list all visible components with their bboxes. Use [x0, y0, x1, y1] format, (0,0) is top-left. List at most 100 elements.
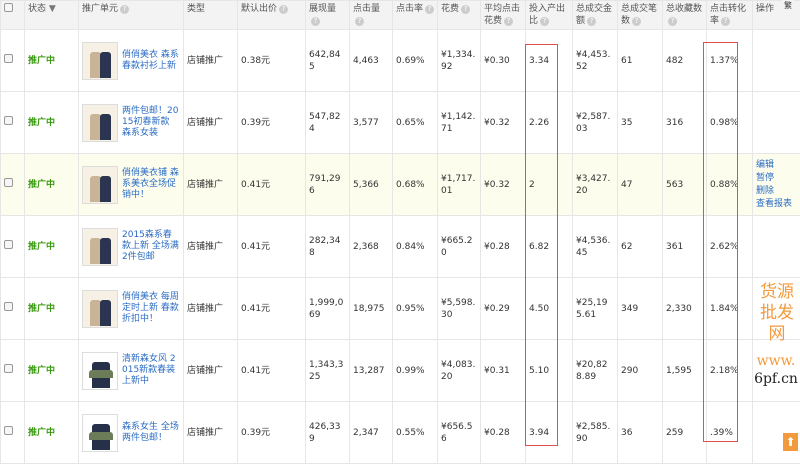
op-link[interactable]: 查看报表: [756, 198, 797, 211]
cell-cpc: ¥0.31: [481, 340, 526, 402]
unit-name-link[interactable]: 俏俏美衣 森系春款衬衫上新: [122, 50, 180, 72]
unit-name-link[interactable]: 两件包邮！2015初春新款 森系女装: [122, 106, 180, 139]
op-link[interactable]: 删除: [756, 185, 797, 198]
product-thumbnail[interactable]: [82, 290, 118, 328]
cell-clicks: 13,287: [350, 340, 393, 402]
cell-cvr: .39%: [707, 402, 753, 464]
col-cost: 花费?: [438, 1, 481, 30]
cell-type: 店铺推广: [184, 340, 238, 402]
row-checkbox[interactable]: [4, 302, 13, 311]
op-link[interactable]: 暂停: [756, 172, 797, 185]
cell-favs: 1,595: [663, 340, 707, 402]
product-thumbnail[interactable]: [82, 166, 118, 204]
cell-orders: 61: [618, 30, 663, 92]
status-badge: 推广中: [28, 242, 55, 252]
help-icon[interactable]: ?: [721, 17, 730, 26]
cell-bid: 0.41元: [238, 216, 306, 278]
sort-down-icon[interactable]: ▼: [49, 4, 56, 14]
cell-type: 店铺推广: [184, 216, 238, 278]
cell-cpc: ¥0.29: [481, 278, 526, 340]
help-icon[interactable]: ?: [279, 5, 288, 14]
unit-name-link[interactable]: 清新森女风 2015新款春装上新中: [122, 354, 180, 387]
watermark-url: www.6pf.cn: [753, 352, 799, 388]
cell-cpc: ¥0.32: [481, 92, 526, 154]
cell-clicks: 3,577: [350, 92, 393, 154]
status-badge: 推广中: [28, 118, 55, 128]
help-icon[interactable]: ?: [355, 17, 364, 26]
op-link[interactable]: 编辑: [756, 159, 797, 172]
product-thumbnail[interactable]: [82, 228, 118, 266]
cell-ctr: 0.69%: [393, 30, 438, 92]
row-checkbox[interactable]: [4, 364, 13, 373]
col-gmv: 总成交金额?: [573, 1, 618, 30]
help-icon[interactable]: ?: [632, 17, 641, 26]
col-clicks: 点击量?: [350, 1, 393, 30]
cell-bid: 0.39元: [238, 92, 306, 154]
status-badge: 推广中: [28, 428, 55, 438]
help-icon[interactable]: ?: [120, 5, 129, 14]
cell-impressions: 1,999,069: [306, 278, 350, 340]
unit-name-link[interactable]: 俏俏美衣 每周定时上新 春款折扣中！: [122, 292, 180, 325]
help-icon[interactable]: ?: [461, 5, 470, 14]
col-status[interactable]: 状态 ▼: [25, 1, 79, 30]
col-cpc: 平均点击花费?: [481, 1, 526, 30]
cell-cpc: ¥0.30: [481, 30, 526, 92]
cell-clicks: 2,368: [350, 216, 393, 278]
help-icon[interactable]: ?: [587, 17, 596, 26]
cell-bid: 0.41元: [238, 340, 306, 402]
select-all-checkbox[interactable]: [4, 3, 13, 12]
unit-name-link[interactable]: 俏俏美衣铺 森系美衣全场促销中！: [122, 168, 180, 201]
cell-impressions: 426,339: [306, 402, 350, 464]
product-thumbnail[interactable]: [82, 414, 118, 452]
status-badge: 推广中: [28, 304, 55, 314]
help-icon[interactable]: ?: [504, 17, 513, 26]
row-checkbox[interactable]: [4, 178, 13, 187]
row-checkbox[interactable]: [4, 116, 13, 125]
cell-favs: 316: [663, 92, 707, 154]
col-bid: 默认出价?: [238, 1, 306, 30]
table-header: 状态 ▼ 推广单元? 类型 默认出价? 展现量? 点击量? 点击率? 花费? 平…: [1, 1, 800, 30]
cell-cvr: 2.18%: [707, 340, 753, 402]
row-checkbox[interactable]: [4, 426, 13, 435]
cell-impressions: 642,845: [306, 30, 350, 92]
cell-roi: 3.34: [526, 30, 573, 92]
help-icon[interactable]: ?: [311, 17, 320, 26]
help-icon[interactable]: ?: [668, 17, 677, 26]
cell-clicks: 18,975: [350, 278, 393, 340]
cell-roi: 3.94: [526, 402, 573, 464]
cell-impressions: 547,824: [306, 92, 350, 154]
cell-cvr: 1.84%: [707, 278, 753, 340]
back-to-top-button[interactable]: ⬆: [783, 433, 798, 451]
cell-gmv: ¥2,585.90: [573, 402, 618, 464]
cell-type: 店铺推广: [184, 402, 238, 464]
status-badge: 推广中: [28, 366, 55, 376]
unit-name-link[interactable]: 森系女生 全场两件包邮！: [122, 422, 180, 444]
cell-type: 店铺推广: [184, 154, 238, 216]
cell-roi: 2.26: [526, 92, 573, 154]
cell-gmv: ¥3,427.20: [573, 154, 618, 216]
cell-cost: ¥656.56: [438, 402, 481, 464]
row-checkbox[interactable]: [4, 54, 13, 63]
cell-cvr: 1.37%: [707, 30, 753, 92]
help-icon[interactable]: ?: [540, 17, 549, 26]
product-thumbnail[interactable]: [82, 104, 118, 142]
help-icon[interactable]: ?: [425, 5, 434, 14]
cell-orders: 36: [618, 402, 663, 464]
unit-name-link[interactable]: 2015森系春款上新 全场满2件包邮: [122, 230, 180, 263]
row-checkbox[interactable]: [4, 240, 13, 249]
cell-cost: ¥1,142.71: [438, 92, 481, 154]
product-thumbnail[interactable]: [82, 352, 118, 390]
cell-impressions: 791,296: [306, 154, 350, 216]
cell-ctr: 0.95%: [393, 278, 438, 340]
col-orders: 总成交笔数?: [618, 1, 663, 30]
cell-cvr: 0.88%: [707, 154, 753, 216]
product-thumbnail[interactable]: [82, 42, 118, 80]
cell-bid: 0.39元: [238, 402, 306, 464]
